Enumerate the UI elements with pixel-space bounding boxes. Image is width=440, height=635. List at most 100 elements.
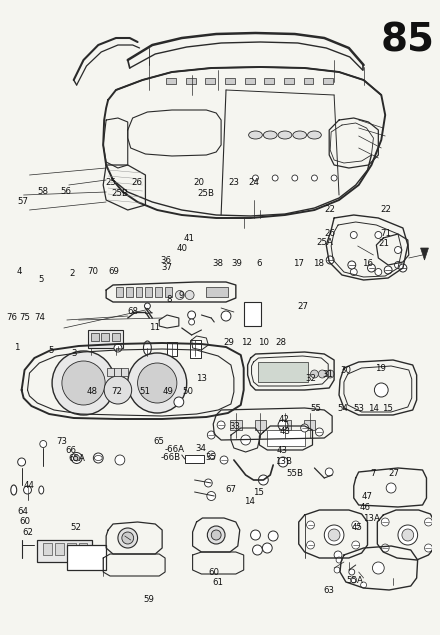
- Text: 76: 76: [7, 313, 18, 322]
- Text: 12: 12: [242, 338, 253, 347]
- Text: 8: 8: [167, 295, 172, 304]
- Ellipse shape: [143, 341, 151, 355]
- Circle shape: [351, 577, 357, 583]
- Circle shape: [144, 303, 150, 309]
- Text: 55B: 55B: [286, 469, 303, 478]
- Text: 48: 48: [87, 387, 98, 396]
- Text: 25B: 25B: [197, 189, 214, 198]
- Text: 14: 14: [369, 404, 380, 413]
- Text: 57: 57: [17, 197, 28, 206]
- Text: 27: 27: [297, 302, 308, 311]
- Text: 64: 64: [17, 507, 28, 516]
- Circle shape: [292, 175, 298, 181]
- Text: 32: 32: [306, 374, 317, 383]
- Circle shape: [348, 261, 356, 269]
- Circle shape: [350, 232, 357, 239]
- Text: 65: 65: [154, 437, 165, 446]
- Text: 2: 2: [70, 269, 75, 277]
- Bar: [116, 287, 123, 297]
- Circle shape: [372, 562, 384, 574]
- Circle shape: [349, 569, 355, 575]
- Text: 65A: 65A: [69, 454, 85, 463]
- Circle shape: [352, 521, 359, 529]
- Circle shape: [104, 376, 132, 404]
- Text: 29: 29: [224, 338, 235, 347]
- Text: 35: 35: [205, 453, 216, 462]
- Circle shape: [93, 453, 103, 463]
- Bar: [146, 287, 152, 297]
- Circle shape: [307, 521, 315, 529]
- Circle shape: [425, 518, 433, 526]
- Circle shape: [176, 290, 184, 300]
- Circle shape: [138, 363, 177, 403]
- Circle shape: [307, 541, 315, 549]
- Text: 14: 14: [244, 497, 255, 505]
- Bar: [166, 78, 176, 84]
- Bar: [245, 78, 254, 84]
- Bar: [167, 342, 177, 356]
- Text: 21: 21: [378, 239, 389, 248]
- Bar: [185, 455, 205, 463]
- Text: 70: 70: [88, 267, 99, 276]
- Circle shape: [251, 530, 260, 540]
- Text: 37: 37: [161, 264, 172, 272]
- Circle shape: [18, 458, 26, 466]
- Circle shape: [374, 383, 388, 397]
- Bar: [107, 368, 114, 376]
- Bar: [264, 78, 274, 84]
- Text: 36: 36: [161, 256, 172, 265]
- Text: 51: 51: [139, 387, 150, 396]
- Circle shape: [325, 468, 333, 476]
- Circle shape: [324, 525, 344, 545]
- Text: 85: 85: [381, 22, 435, 60]
- Circle shape: [188, 311, 195, 319]
- Text: 49: 49: [162, 387, 173, 396]
- Text: 67: 67: [225, 485, 236, 494]
- Text: 22: 22: [380, 205, 391, 214]
- Circle shape: [312, 175, 317, 181]
- Bar: [121, 368, 128, 376]
- Bar: [323, 78, 333, 84]
- Circle shape: [361, 582, 367, 588]
- Text: 50: 50: [182, 387, 193, 396]
- Text: 43: 43: [279, 427, 290, 436]
- Bar: [206, 287, 228, 297]
- Circle shape: [52, 351, 115, 415]
- Bar: [244, 302, 261, 326]
- Text: 27: 27: [388, 469, 399, 478]
- Text: 72: 72: [111, 387, 122, 396]
- Text: 22: 22: [324, 205, 335, 214]
- Circle shape: [319, 370, 326, 378]
- Text: 68: 68: [128, 307, 139, 316]
- Bar: [304, 420, 315, 430]
- Ellipse shape: [39, 486, 44, 494]
- Text: 9: 9: [179, 291, 184, 300]
- Text: 45: 45: [351, 523, 362, 531]
- Circle shape: [375, 232, 382, 239]
- Bar: [114, 368, 121, 376]
- Text: 1: 1: [14, 344, 19, 352]
- Circle shape: [71, 453, 82, 464]
- Bar: [155, 287, 162, 297]
- Text: 69: 69: [109, 267, 120, 276]
- Circle shape: [381, 544, 389, 552]
- Circle shape: [384, 266, 392, 274]
- Text: 6: 6: [257, 259, 262, 268]
- Text: 15: 15: [253, 488, 264, 497]
- Ellipse shape: [264, 131, 277, 139]
- Text: 25B: 25B: [112, 189, 129, 198]
- Circle shape: [207, 431, 215, 439]
- Circle shape: [398, 525, 418, 545]
- Circle shape: [278, 457, 288, 467]
- Bar: [190, 340, 202, 358]
- Circle shape: [395, 246, 401, 253]
- Text: 4: 4: [16, 267, 22, 276]
- Text: 31: 31: [322, 370, 333, 379]
- Bar: [230, 420, 242, 430]
- Text: 60: 60: [19, 517, 30, 526]
- Circle shape: [326, 256, 334, 264]
- Circle shape: [211, 530, 221, 540]
- Circle shape: [381, 518, 389, 526]
- Bar: [55, 543, 64, 555]
- Text: 19: 19: [375, 364, 386, 373]
